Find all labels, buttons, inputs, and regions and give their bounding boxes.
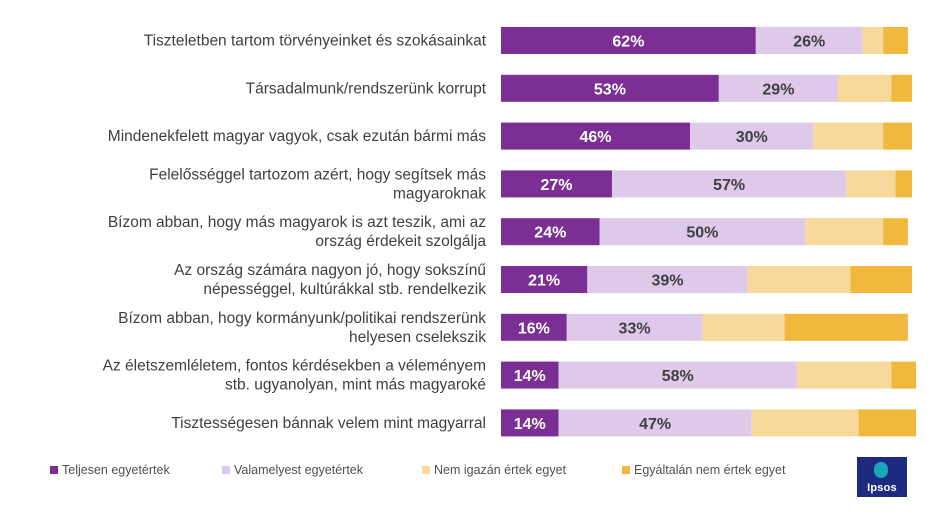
- category-label: Tiszteletben tartom törvényeinket és szo…: [144, 33, 487, 50]
- data-label: 26%: [793, 34, 825, 51]
- legend-swatch: [222, 466, 230, 474]
- bar-segment: [850, 266, 912, 293]
- legend-label: Valamelyest egyetértek: [234, 463, 363, 477]
- legend-swatch: [422, 466, 430, 474]
- bar-segment: [755, 27, 863, 54]
- bar-segment: [883, 122, 912, 150]
- stacked-bar-chart: Tiszteletben tartom törvényeinket és szo…: [103, 27, 917, 437]
- bar-segment: [751, 409, 859, 437]
- bar-segment: [796, 361, 892, 389]
- bar-segment: [895, 170, 912, 198]
- bar-segment: [566, 313, 703, 341]
- bar-segment: [846, 170, 896, 198]
- bar-segment: [784, 313, 908, 341]
- bar-segment: [599, 218, 806, 246]
- category-label: Felelősséggel tartozom azért, hogy segít…: [149, 166, 486, 202]
- bar-segment: [883, 218, 908, 246]
- data-label: 50%: [686, 225, 718, 242]
- bar-segment: [805, 218, 884, 246]
- bar-segment: [862, 27, 884, 54]
- data-label: 21%: [528, 273, 560, 290]
- data-label: 39%: [651, 273, 683, 290]
- data-label: 46%: [580, 129, 612, 146]
- data-label: 30%: [736, 129, 768, 146]
- data-label: 24%: [534, 225, 566, 242]
- legend-swatch: [50, 466, 58, 474]
- bar-segment: [501, 266, 588, 293]
- bar-segment: [891, 74, 912, 102]
- category-label: Az életszemléletem, fontos kérdésekben a…: [103, 358, 486, 394]
- ipsos-logo-mark: [874, 462, 888, 478]
- data-label: 14%: [514, 416, 546, 433]
- category-label: Tisztességesen bánnak velem mint magyarr…: [171, 415, 486, 432]
- legend-item-nem-igazan: Nem igazán értek egyet: [422, 463, 566, 477]
- legend-item-valamelyest: Valamelyest egyetértek: [222, 463, 363, 477]
- bar-segment: [501, 122, 691, 150]
- bar-segment: [891, 361, 917, 389]
- legend-item-teljesen: Teljesen egyetértek: [50, 463, 170, 477]
- ipsos-logo: Ipsos: [857, 457, 907, 497]
- bar-segment: [690, 122, 814, 150]
- bar-segment: [501, 74, 719, 102]
- bar-segment: [501, 218, 600, 246]
- data-label: 57%: [713, 177, 745, 194]
- data-label: 27%: [540, 177, 572, 194]
- data-label: 33%: [619, 320, 651, 337]
- legend-swatch: [622, 466, 630, 474]
- data-label: 53%: [594, 81, 626, 98]
- legend-item-egyaltalan-nem: Egyáltalán nem értek egyet: [622, 463, 785, 477]
- bar-segment: [501, 170, 612, 198]
- data-label: 58%: [662, 368, 694, 385]
- data-label: 29%: [762, 81, 794, 98]
- category-label: Mindenekfelett magyar vagyok, csak ezutá…: [108, 128, 486, 145]
- bar-segment: [702, 313, 785, 341]
- bar-segment: [501, 409, 559, 437]
- legend-label: Egyáltalán nem értek egyet: [634, 463, 786, 477]
- bar-segment: [838, 74, 892, 102]
- bar-segment: [718, 74, 839, 102]
- category-label: Az ország számára nagyon jó, hogy sokszí…: [174, 262, 486, 298]
- legend-label: Teljesen egyetértek: [62, 463, 170, 477]
- bar-segment: [558, 361, 797, 389]
- bar-segment: [501, 313, 567, 341]
- ipsos-logo-text: Ipsos: [867, 482, 897, 494]
- bar-segment: [587, 266, 748, 293]
- bar-segment: [501, 361, 559, 389]
- legend-label: Nem igazán értek egyet: [434, 463, 567, 477]
- category-label: Bízom abban, hogy kormányunk/politikai r…: [118, 310, 486, 346]
- bar-segment: [883, 27, 908, 54]
- data-label: 47%: [639, 416, 671, 433]
- data-label: 62%: [612, 34, 644, 51]
- bar-segment: [611, 170, 847, 198]
- data-label: 14%: [514, 368, 546, 385]
- bar-segment: [813, 122, 884, 150]
- chart-legend: Teljesen egyetértek Valamelyest egyetért…: [50, 463, 850, 481]
- bar-segment: [558, 409, 752, 437]
- bar-segment: [501, 27, 756, 54]
- category-label: Bízom abban, hogy más magyarok is azt te…: [108, 214, 487, 250]
- bar-segment: [858, 409, 917, 437]
- data-label: 16%: [518, 320, 550, 337]
- bar-segment: [747, 266, 851, 293]
- category-label: Társadalmunk/rendszerünk korrupt: [246, 80, 487, 97]
